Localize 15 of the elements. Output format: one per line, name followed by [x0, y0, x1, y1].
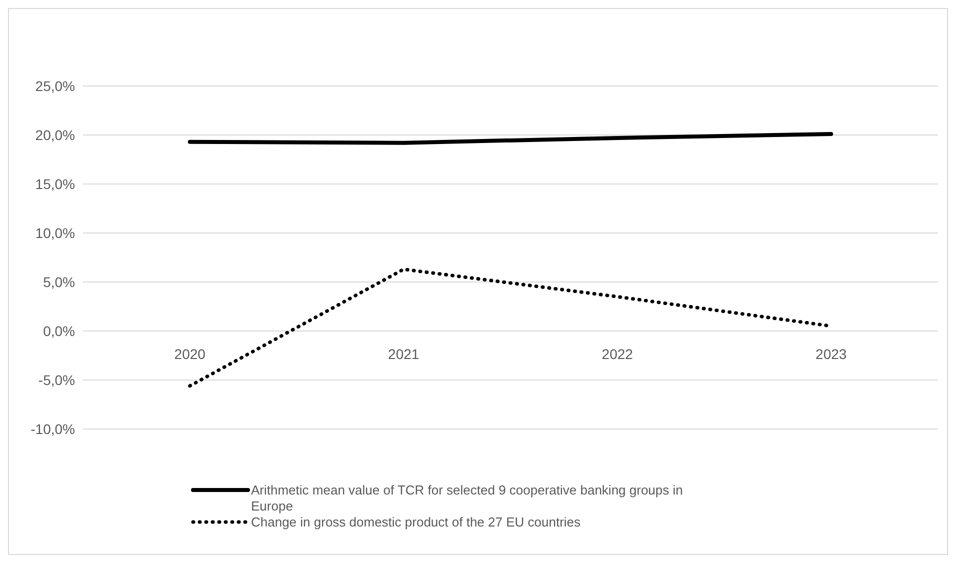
- x-tick-label: 2021: [388, 346, 420, 362]
- y-tick-label: -10,0%: [30, 420, 75, 437]
- y-tick-label: 0,0%: [43, 322, 75, 339]
- y-tick-label: 20,0%: [35, 126, 75, 143]
- y-tick-label: 10,0%: [35, 224, 75, 241]
- y-tick-label: 15,0%: [35, 176, 75, 192]
- y-tick-label: -5,0%: [38, 372, 75, 388]
- x-tick-label: 2023: [816, 346, 847, 362]
- legend-label: Change in gross domestic product of the 27 EU countries: [251, 514, 582, 530]
- line-series: [188, 132, 834, 145]
- x-tick-label: 2022: [602, 346, 634, 362]
- y-tick-label: 5,0%: [43, 274, 75, 290]
- y-tick-label: 25,0%: [35, 78, 75, 94]
- legend-label: Arithmetic mean value of TCR for selected 9 cooperative banking groups in Europe: [251, 482, 683, 514]
- x-tick-label: 2020: [174, 346, 206, 362]
